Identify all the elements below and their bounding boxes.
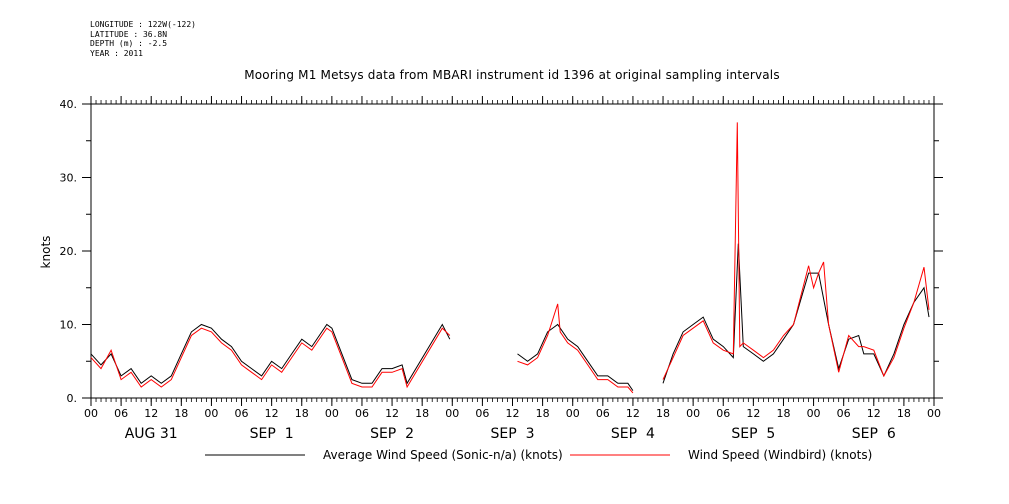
x-day-label: SEP 1	[250, 426, 294, 442]
latitude-text: LATITUDE : 36.8N	[90, 29, 168, 39]
x-tick-label: 12	[746, 407, 760, 420]
x-tick-label: 00	[84, 407, 98, 420]
x-tick-label: 00	[686, 407, 700, 420]
x-tick-label: 00	[927, 407, 941, 420]
x-day-label: SEP 4	[611, 426, 655, 442]
x-tick-label: 12	[144, 407, 158, 420]
x-tick-label: 00	[445, 407, 459, 420]
y-tick-label: 10.	[60, 319, 78, 332]
legend-label-avg: Average Wind Speed (Sonic-n/a) (knots)	[323, 448, 563, 462]
x-day-label: SEP 3	[491, 426, 535, 442]
x-day-label: SEP 6	[852, 426, 896, 442]
y-tick-label: 0.	[67, 392, 78, 405]
y-tick-label: 30.	[60, 172, 78, 185]
x-tick-label: 00	[566, 407, 580, 420]
x-tick-label: 18	[174, 407, 188, 420]
y-tick-label: 40.	[60, 98, 78, 111]
x-tick-label: 06	[355, 407, 369, 420]
x-tick-label: 18	[536, 407, 550, 420]
series-windbird-line	[90, 327, 451, 389]
x-tick-label: 06	[114, 407, 128, 420]
year-text: YEAR : 2011	[90, 48, 143, 58]
x-tick-label: 12	[506, 407, 520, 420]
y-axis-label: knots	[39, 236, 53, 269]
depth-text: DEPTH (m) : -2.5	[90, 39, 168, 48]
x-tick-label: 18	[776, 407, 790, 420]
metadata-block: LONGITUDE : 122W(-122) LATITUDE : 36.8N …	[90, 20, 196, 58]
x-tick-label: 06	[716, 407, 730, 420]
x-tick-label: 06	[837, 407, 851, 420]
x-tick-label: 06	[235, 407, 249, 420]
x-tick-label: 00	[325, 407, 339, 420]
x-tick-label: 18	[656, 407, 670, 420]
chart-title: Mooring M1 Metsys data from MBARI instru…	[244, 68, 780, 82]
x-tick-label: 00	[807, 407, 821, 420]
legend-label-windbird: Wind Speed (Windbird) (knots)	[688, 448, 872, 462]
series-avg-wind-line	[90, 323, 451, 385]
series-windbird-line	[517, 303, 634, 394]
x-tick-label: 12	[265, 407, 279, 420]
x-tick-label: 12	[626, 407, 640, 420]
plot-frame	[90, 103, 935, 399]
x-tick-label: 06	[475, 407, 489, 420]
x-day-label: SEP 2	[370, 426, 414, 442]
longitude-text: LONGITUDE : 122W(-122)	[90, 20, 196, 29]
x-day-label: SEP 5	[731, 426, 775, 442]
x-tick-label: 12	[867, 407, 881, 420]
x-tick-label: 18	[415, 407, 429, 420]
series-windbird-line	[662, 122, 930, 380]
x-tick-label: 18	[295, 407, 309, 420]
x-day-label: AUG 31	[125, 426, 178, 442]
x-tick-label: 06	[596, 407, 610, 420]
x-tick-label: 12	[385, 407, 399, 420]
y-tick-label: 20.	[60, 245, 78, 258]
series-avg-wind-line	[517, 323, 634, 391]
x-tick-label: 18	[897, 407, 911, 420]
x-tick-label: 00	[204, 407, 218, 420]
